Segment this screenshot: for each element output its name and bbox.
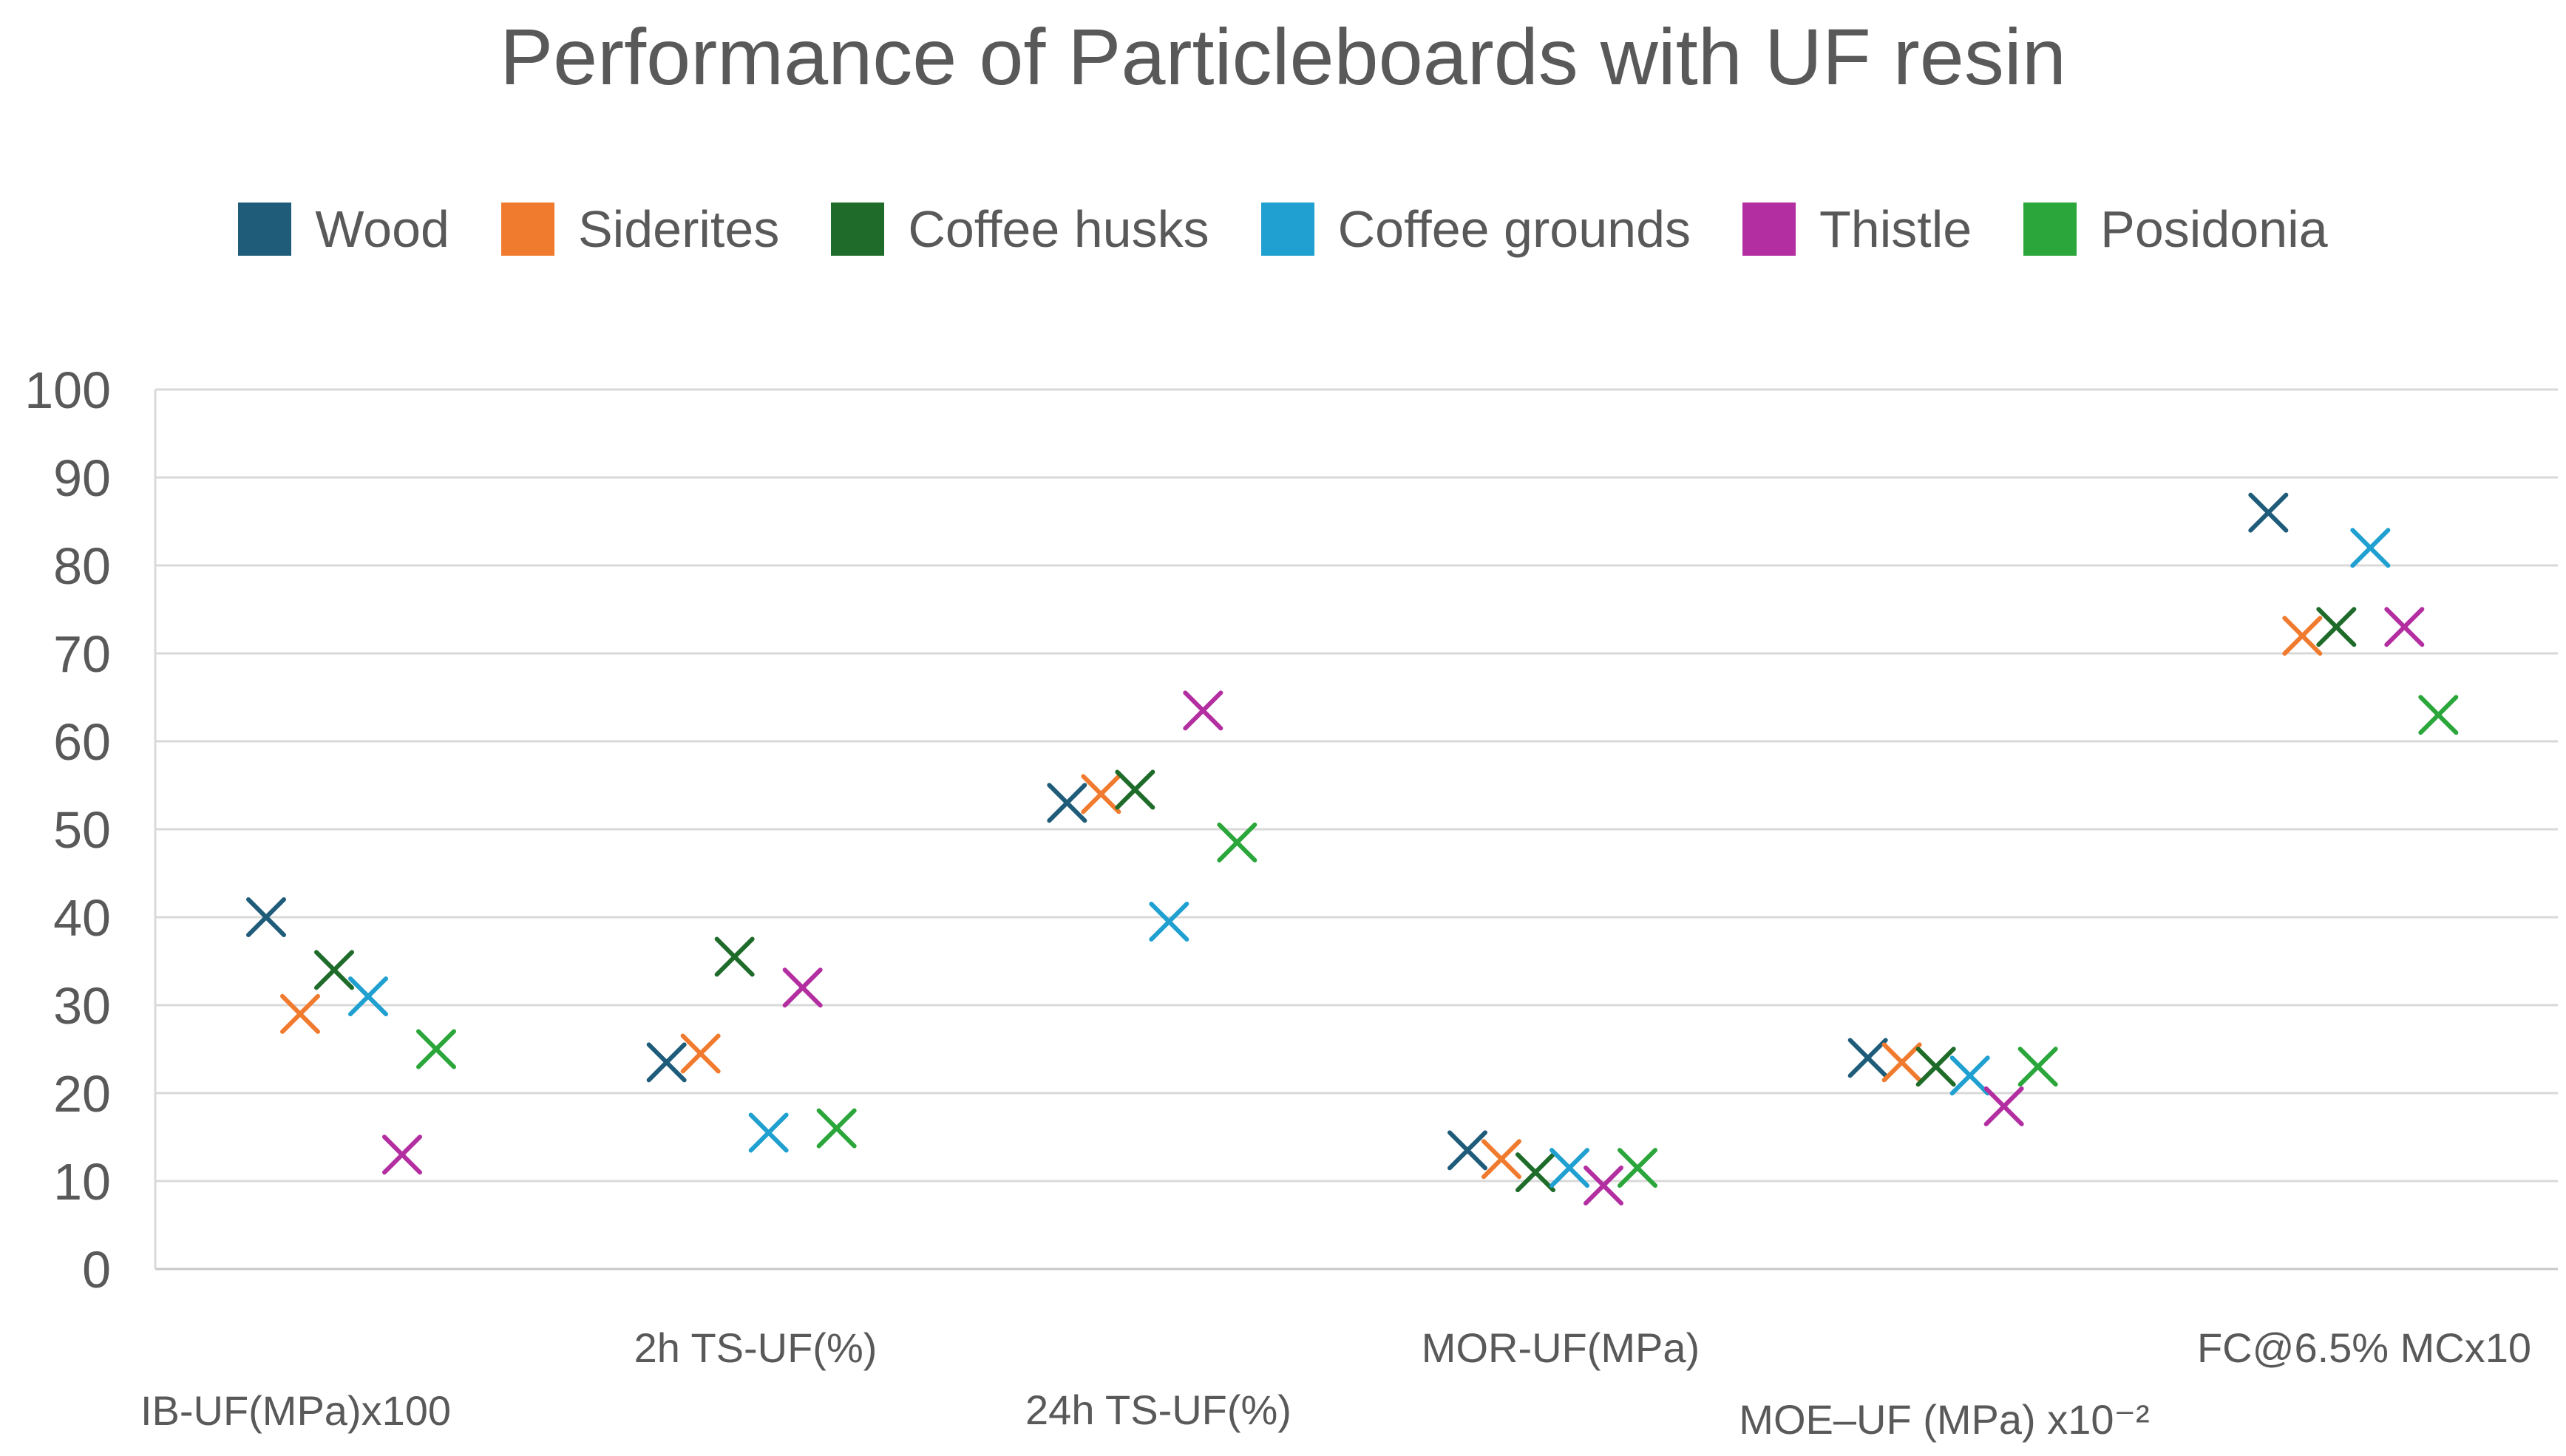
- y-tick-label: 30: [53, 977, 111, 1035]
- x-category-label: 24h TS-UF(%): [1025, 1387, 1292, 1433]
- point-wood-5: [2248, 492, 2289, 533]
- point-thistle-4: [1983, 1086, 2024, 1126]
- point-wood-2: [1047, 783, 1087, 823]
- y-tick-label: 40: [53, 889, 111, 947]
- point-coffee-grounds-5: [2350, 528, 2391, 568]
- point-posidonia-0: [416, 1029, 456, 1069]
- legend-item-wood: Wood: [238, 200, 449, 259]
- point-siderites-2: [1081, 774, 1121, 814]
- legend-item-siderites: Siderites: [500, 200, 780, 259]
- legend-item-posidonia: Posidonia: [2023, 200, 2328, 259]
- point-wood-1: [646, 1042, 687, 1083]
- y-tick-label: 50: [53, 801, 111, 859]
- x-category-label: FC@6.5% MCx10: [2197, 1324, 2531, 1371]
- point-coffee-husks-5: [2316, 607, 2357, 647]
- legend-swatch: [1742, 203, 1796, 256]
- point-wood-0: [246, 897, 286, 937]
- point-siderites-3: [1481, 1139, 1521, 1180]
- point-siderites-4: [1881, 1042, 1922, 1083]
- data-points: [246, 492, 2459, 1205]
- point-posidonia-5: [2418, 695, 2459, 735]
- y-axis: 0 10 20 30 40 50 60 70 80 90 100: [24, 361, 111, 1299]
- legend-item-coffee-grounds: Coffee grounds: [1260, 200, 1691, 259]
- x-category-label: IB-UF(MPa)x100: [140, 1387, 451, 1434]
- point-siderites-0: [280, 993, 320, 1034]
- y-tick-label: 60: [53, 713, 111, 771]
- y-tick-label: 10: [53, 1153, 111, 1211]
- legend-swatch: [2023, 203, 2077, 256]
- y-tick-label: 90: [53, 449, 111, 507]
- legend-label: Siderites: [577, 200, 780, 258]
- x-axis-categories: IB-UF(MPa)x100 2h TS-UF(%) 24h TS-UF(%) MOR…: [140, 1324, 2531, 1443]
- y-tick-label: 100: [24, 361, 111, 419]
- point-wood-4: [1847, 1038, 1888, 1078]
- point-siderites-5: [2282, 616, 2323, 656]
- point-coffee-husks-4: [1915, 1047, 1956, 1087]
- point-wood-3: [1447, 1130, 1487, 1171]
- point-posidonia-1: [816, 1108, 857, 1149]
- point-coffee-grounds-1: [748, 1112, 789, 1153]
- y-tick-label: 0: [82, 1241, 111, 1299]
- point-coffee-grounds-3: [1550, 1148, 1589, 1188]
- point-thistle-3: [1584, 1165, 1623, 1205]
- legend-swatch: [238, 203, 292, 256]
- point-coffee-husks-1: [714, 936, 755, 977]
- point-coffee-husks-2: [1115, 769, 1155, 810]
- gridlines: [154, 388, 2558, 1270]
- point-coffee-grounds-0: [348, 976, 388, 1017]
- legend-swatch: [831, 203, 885, 256]
- point-posidonia-4: [2017, 1047, 2058, 1087]
- point-thistle-5: [2384, 607, 2425, 647]
- point-thistle-1: [782, 967, 823, 1008]
- y-tick-label: 70: [53, 625, 111, 683]
- point-coffee-grounds-2: [1149, 901, 1189, 942]
- point-coffee-husks-0: [314, 950, 354, 990]
- point-coffee-grounds-4: [1949, 1055, 1990, 1096]
- legend-item-thistle: Thistle: [1742, 200, 1972, 259]
- legend-label: Coffee husks: [908, 200, 1209, 258]
- legend-label: Wood: [315, 200, 449, 258]
- point-coffee-husks-3: [1515, 1152, 1555, 1193]
- legend-label: Thistle: [1819, 200, 1972, 258]
- legend-item-coffee-husks: Coffee husks: [831, 200, 1209, 259]
- legend-swatch: [1260, 203, 1314, 256]
- y-tick-label: 80: [53, 537, 111, 595]
- point-posidonia-3: [1618, 1148, 1657, 1188]
- y-tick-label: 20: [53, 1065, 111, 1123]
- x-category-label: MOE–UF (MPa) x10⁻²: [1739, 1396, 2149, 1443]
- legend-label: Posidonia: [2100, 200, 2328, 258]
- point-siderites-1: [680, 1033, 721, 1074]
- point-posidonia-2: [1217, 822, 1257, 863]
- x-category-label: MOR-UF(MPa): [1422, 1324, 1700, 1371]
- legend: Wood Siderites Coffee husks Coffee grounds T…: [0, 185, 2566, 273]
- point-thistle-0: [382, 1134, 422, 1175]
- x-category-label: 2h TS-UF(%): [634, 1324, 878, 1371]
- legend-swatch: [500, 203, 554, 256]
- chart-title: Performance of Particleboards with UF re…: [500, 12, 2066, 101]
- point-thistle-2: [1183, 690, 1223, 731]
- legend-label: Coffee grounds: [1337, 200, 1691, 258]
